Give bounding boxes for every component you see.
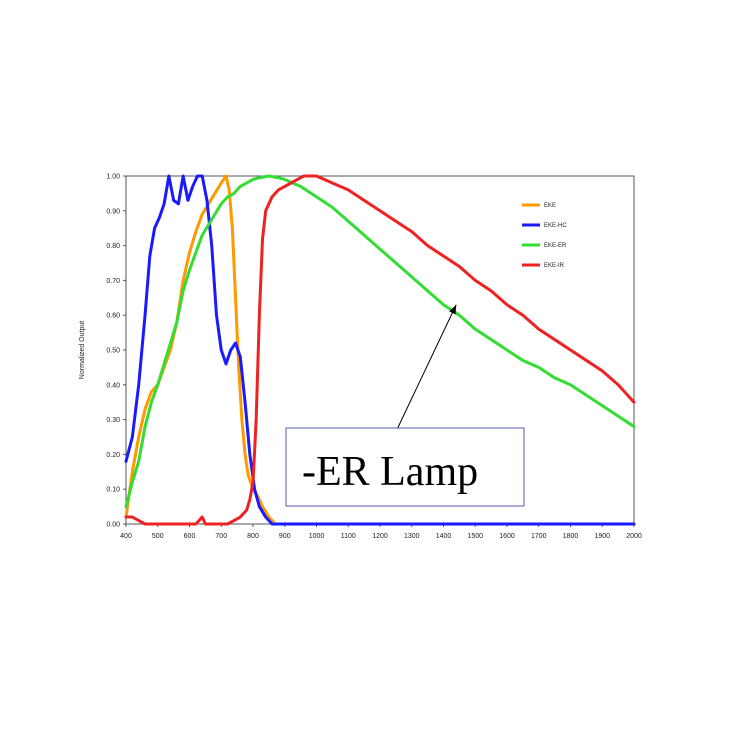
legend-label: EKE-IR: [544, 263, 565, 269]
y-tick-label: 0.50: [106, 348, 120, 355]
y-tick-label: 0.60: [106, 313, 120, 320]
y-tick-label: 0.40: [106, 382, 120, 389]
y-tick-label: 0.90: [106, 208, 120, 215]
legend-label: EKE-HC: [544, 223, 567, 229]
x-tick-label: 1500: [467, 533, 483, 540]
x-tick-label: 1100: [341, 533, 356, 540]
x-tick-label: 1700: [531, 533, 547, 540]
x-tick-label: 1400: [436, 533, 452, 540]
x-tick-label: 600: [184, 533, 196, 540]
y-tick-label: 1.00: [106, 174, 120, 181]
series-layer: [124, 174, 636, 526]
y-tick-label: 0.20: [106, 452, 120, 459]
annotation-arrow: [391, 304, 457, 441]
series-line-eke-hc: [124, 174, 636, 526]
x-tick-label: 1800: [563, 533, 579, 540]
x-tick-label: 1900: [594, 533, 610, 540]
series-line-eke-er: [124, 174, 636, 509]
y-axis-ticks: 0.00 0.10 0.20 0.30 0.40 0.50 0.60 0.70 0.80 0.90…: [106, 174, 126, 529]
annotation: -ER Lamp: [285, 304, 525, 507]
x-tick-label: 900: [279, 533, 291, 540]
y-tick-label: 0.00: [106, 522, 120, 529]
legend-label: EKE-ER: [544, 243, 567, 249]
x-tick-label: 400: [120, 533, 132, 540]
series-line-eke-ir: [124, 174, 636, 526]
y-tick-label: 0.10: [106, 487, 120, 494]
y-tick-label: 0.70: [106, 278, 120, 285]
x-tick-label: 1200: [372, 533, 388, 540]
annotation-arrowhead: [449, 304, 457, 315]
x-axis-ticks: 400 500 600 700 800 900 1000 1100 1200 1300 1400 15…: [120, 524, 642, 540]
x-tick-label: 500: [152, 533, 164, 540]
y-tick-label: 0.30: [106, 417, 120, 424]
y-axis-label: Normalized Output: [79, 321, 86, 379]
legend-label: EKE: [544, 203, 556, 209]
x-tick-label: 1600: [499, 533, 515, 540]
y-tick-label: 0.80: [106, 243, 120, 250]
x-tick-label: 2000: [626, 533, 642, 540]
legend: EKE EKE-HC EKE-ER EKE-IR: [522, 203, 567, 269]
x-tick-label: 1300: [404, 533, 420, 540]
annotation-text: -ER Lamp: [302, 449, 478, 495]
x-tick-label: 700: [215, 533, 227, 540]
x-tick-label: 1000: [309, 533, 325, 540]
x-tick-label: 800: [247, 533, 259, 540]
annotation-box: [285, 427, 525, 507]
